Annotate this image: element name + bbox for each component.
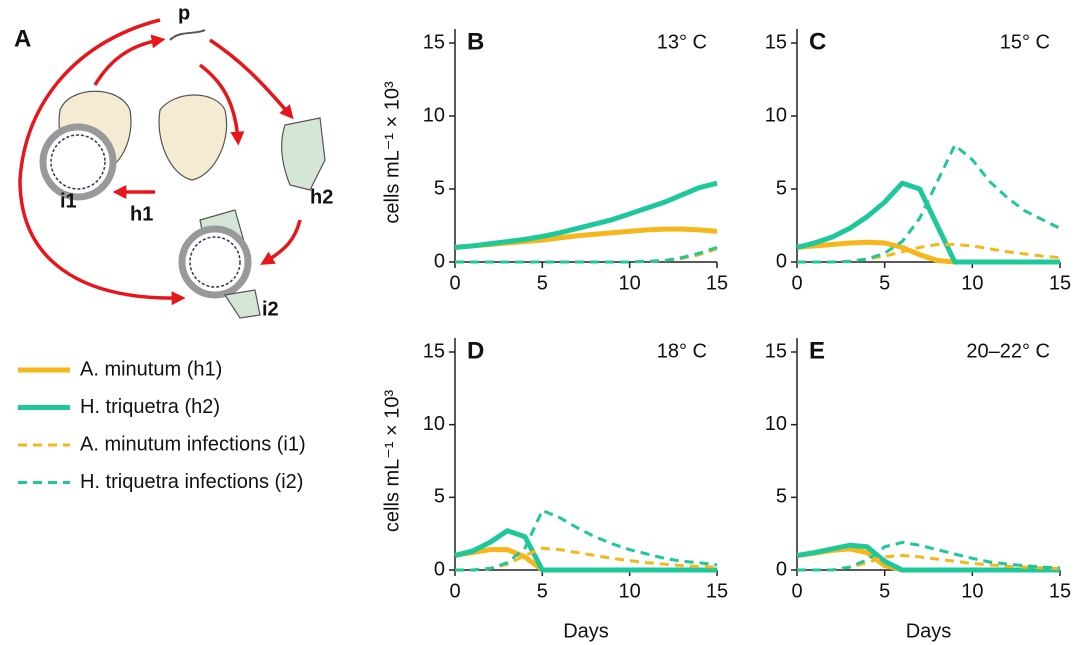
x-axis-label: Days [906,620,952,642]
panel-label: A [14,25,31,52]
panel-label: D [467,337,484,364]
panel-title: 15° C [1000,31,1050,53]
infected-cell [189,236,241,288]
panel-label: B [467,28,484,55]
legend-label: H. triquetra (h2) [80,396,220,418]
arrow [260,219,302,265]
y-tick-label: 5 [434,486,445,508]
y-tick-label: 5 [776,486,787,508]
x-tick-label: 0 [791,580,802,602]
cell-h2 [281,117,326,191]
series-line [797,540,1061,572]
x-tick-label: 15 [706,272,728,294]
panel-title: 20–22° C [966,340,1050,362]
arrow [93,34,166,86]
panel-title: 18° C [657,340,707,362]
x-tick-label: 0 [449,580,460,602]
y-tick-label: 10 [765,413,787,435]
legend-label: A. minutum (h1) [80,358,222,380]
y-tick-label: 5 [776,177,787,199]
series-line [454,528,717,573]
x-tick-label: 5 [537,272,548,294]
series-line [455,508,718,572]
arrow [18,18,186,306]
arrow [198,63,245,146]
x-tick-label: 0 [791,272,802,294]
x-tick-label: 10 [961,272,983,294]
y-tick-label: 15 [423,31,445,53]
y-tick-label: 5 [434,177,445,199]
node-label: i1 [60,190,77,212]
y-tick-label: 15 [423,340,445,362]
cell [223,289,261,319]
panel-title: 13° C [657,31,707,53]
x-tick-label: 10 [619,580,641,602]
y-tick-label: 10 [423,104,445,126]
legend-label: A. minutum infections (i1) [80,433,306,455]
x-tick-label: 15 [1049,272,1071,294]
y-tick-label: 0 [434,250,445,272]
y-axis-label: cells mL⁻¹ × 10³ [381,390,403,533]
x-tick-label: 15 [1049,580,1071,602]
series-line [796,180,1060,265]
x-tick-label: 5 [879,580,890,602]
y-tick-label: 15 [765,340,787,362]
series-line [796,542,1060,573]
infected-cell [50,134,106,190]
series-line [797,143,1061,264]
y-tick-label: 0 [776,250,787,272]
y-tick-label: 0 [434,558,445,580]
series-line [454,180,718,250]
arrow [209,38,294,120]
series-line [455,546,718,572]
node-label: p [178,2,190,24]
node-label: h1 [130,203,153,225]
node-label: i2 [262,298,279,320]
x-tick-label: 15 [706,580,728,602]
node-label: h2 [310,186,333,208]
series-line [455,247,718,264]
y-tick-label: 10 [423,413,445,435]
x-tick-label: 5 [879,272,890,294]
series-line [455,245,718,264]
y-axis-label: cells mL⁻¹ × 10³ [381,81,403,224]
x-tick-label: 10 [619,272,641,294]
panel-label: E [809,337,825,364]
legend-label: H. triquetra infections (i2) [80,471,303,493]
y-tick-label: 15 [765,31,787,53]
y-tick-label: 0 [776,558,787,580]
cell-h1 [158,94,228,181]
x-tick-label: 0 [449,272,460,294]
y-tick-label: 10 [765,104,787,126]
parasite [169,29,206,41]
x-tick-label: 5 [537,580,548,602]
panel-label: C [809,28,826,55]
x-axis-label: Days [563,620,609,642]
life-cycle-diagram: A p h1 h2 i1 i2 [14,2,333,320]
x-tick-label: 10 [961,580,983,602]
